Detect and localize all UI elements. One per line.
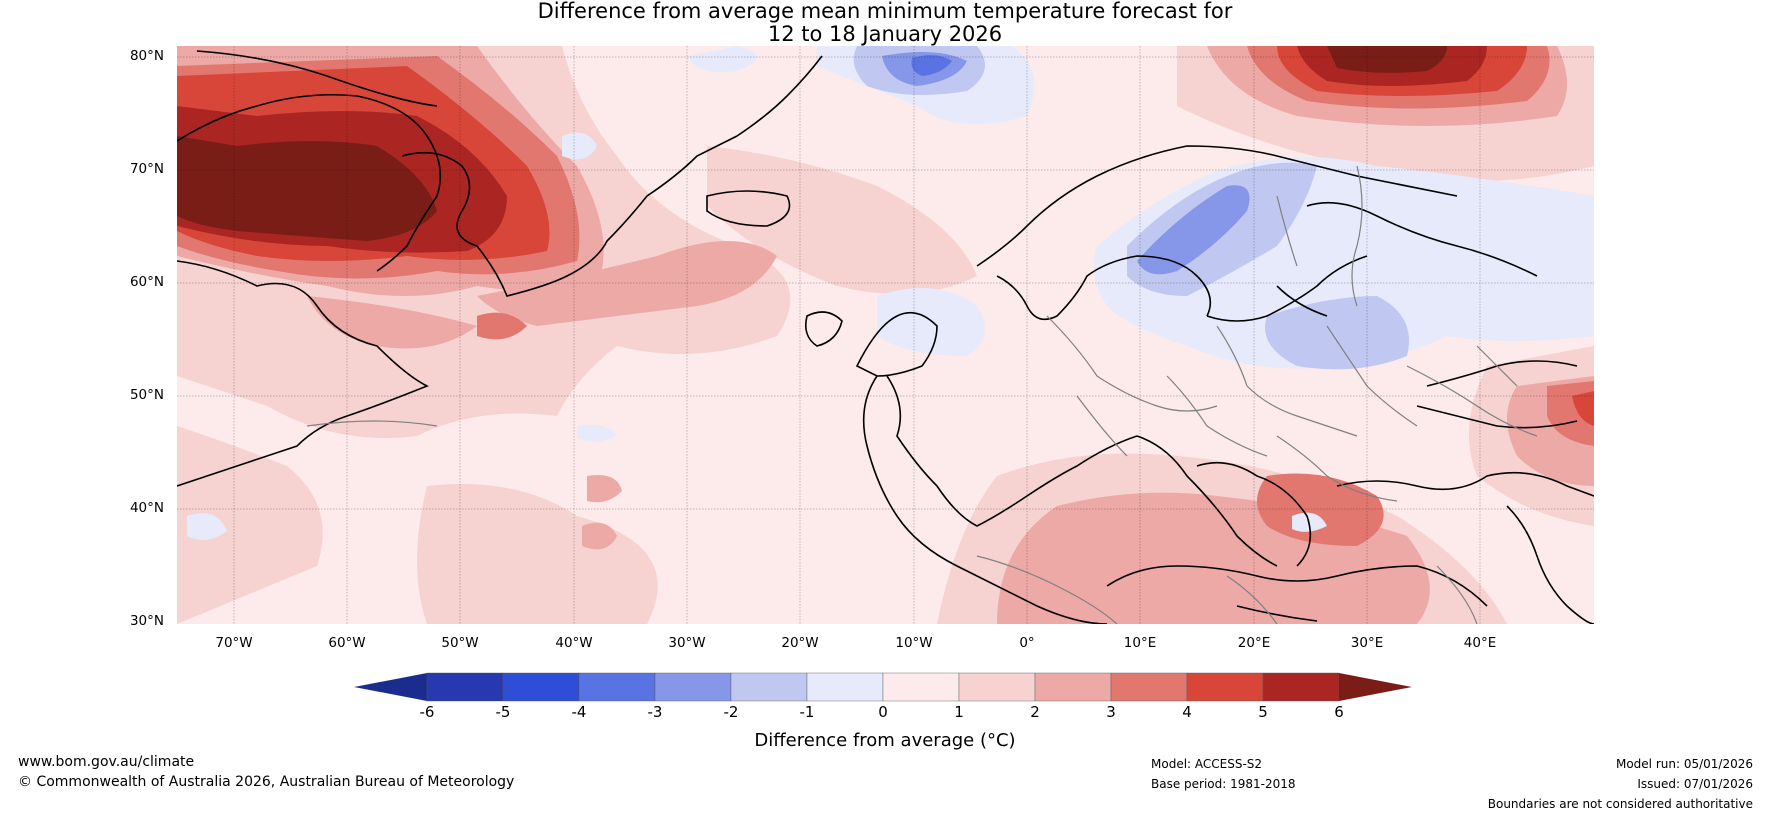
country-borders (306, 165, 1538, 624)
temperature-anomaly-map (177, 46, 1594, 624)
lat-label-40n: 40°N (129, 500, 164, 516)
lat-label-60n: 60°N (129, 274, 164, 290)
colorbar-segment-2-to-3 (1034, 672, 1112, 702)
lat-label-70n: 70°N (129, 161, 164, 177)
issued-text: Issued: 07/01/2026 (1637, 777, 1753, 791)
colorbar-tick-label: -6 (419, 703, 435, 721)
colorbar-tick-label: -4 (571, 703, 587, 721)
colorbar-tick-label: -5 (495, 703, 511, 721)
colorbar-segment--4-to--3 (578, 672, 656, 702)
colorbar-segment--1-to-0 (806, 672, 884, 702)
map-title-line-2: 12 to 18 January 2026 (767, 22, 1003, 46)
lon-label-10e: 10°E (1123, 635, 1157, 651)
lon-label-40w: 40°W (555, 635, 593, 651)
graticule (177, 46, 1594, 624)
lon-label-40e: 40°E (1463, 635, 1497, 651)
model-text: Model: ACCESS-S2 (1151, 757, 1263, 771)
anomaly-above-6-regions (177, 46, 1447, 241)
lat-label-80n: 80°N (129, 48, 164, 64)
base-period-text: Base period: 1981-2018 (1151, 777, 1296, 791)
colorbar-tick-label: 4 (1182, 703, 1192, 721)
colorbar-tick-label: -3 (647, 703, 663, 721)
copyright-text: © Commonwealth of Australia 2026, Austra… (18, 774, 515, 790)
colorbar-segment-3-to-4 (1110, 672, 1188, 702)
model-run-text: Model run: 05/01/2026 (1615, 757, 1753, 771)
colorbar-tick-label: -2 (723, 703, 739, 721)
disclaimer-text: Boundaries are not considered authoritat… (1487, 797, 1753, 811)
colorbar-segment--5-to--4 (502, 672, 580, 702)
lon-label-60w: 60°W (328, 635, 366, 651)
colorbar-extend-high (1339, 673, 1412, 701)
lat-label-30n: 30°N (129, 613, 164, 629)
lon-label-30w: 30°W (668, 635, 706, 651)
colorbar-tick-label: 2 (1030, 703, 1040, 721)
lon-label-50w: 50°W (441, 635, 479, 651)
colorbar-tick-label: 5 (1258, 703, 1268, 721)
coastlines (177, 50, 1594, 624)
colorbar-tick-label: 3 (1106, 703, 1116, 721)
colorbar-tick-label: 6 (1334, 703, 1344, 721)
lon-label-20e: 20°E (1237, 635, 1271, 651)
lat-label-50n: 50°N (129, 387, 164, 403)
website-text: www.bom.gov.au/climate (18, 754, 195, 770)
lon-label-30e: 30°E (1350, 635, 1384, 651)
lon-label-10w: 10°W (895, 635, 933, 651)
colorbar-segment-5-to-6 (1262, 672, 1340, 702)
colorbar (354, 672, 1412, 702)
lon-label-70w: 70°W (215, 635, 253, 651)
colorbar-segment-4-to-5 (1186, 672, 1264, 702)
colorbar-tick-label: 0 (878, 703, 888, 721)
lon-label-20w: 20°W (781, 635, 819, 651)
colorbar-title: Difference from average (°C) (754, 730, 1016, 751)
colorbar-tick-label: -1 (799, 703, 815, 721)
colorbar-segment-1-to-2 (958, 672, 1036, 702)
colorbar-extend-low (354, 673, 427, 701)
colorbar-segment--6-to--5 (426, 672, 504, 702)
anomaly-minus4-minus3-regions (911, 55, 952, 76)
colorbar-segment-0-to-1 (882, 672, 960, 702)
colorbar-tick-label: 1 (954, 703, 964, 721)
colorbar-segment--2-to--1 (730, 672, 808, 702)
map-title-line-1: Difference from average mean minimum tem… (537, 0, 1233, 23)
lon-label-0: 0° (1019, 635, 1035, 651)
colorbar-segment--3-to--2 (654, 672, 732, 702)
